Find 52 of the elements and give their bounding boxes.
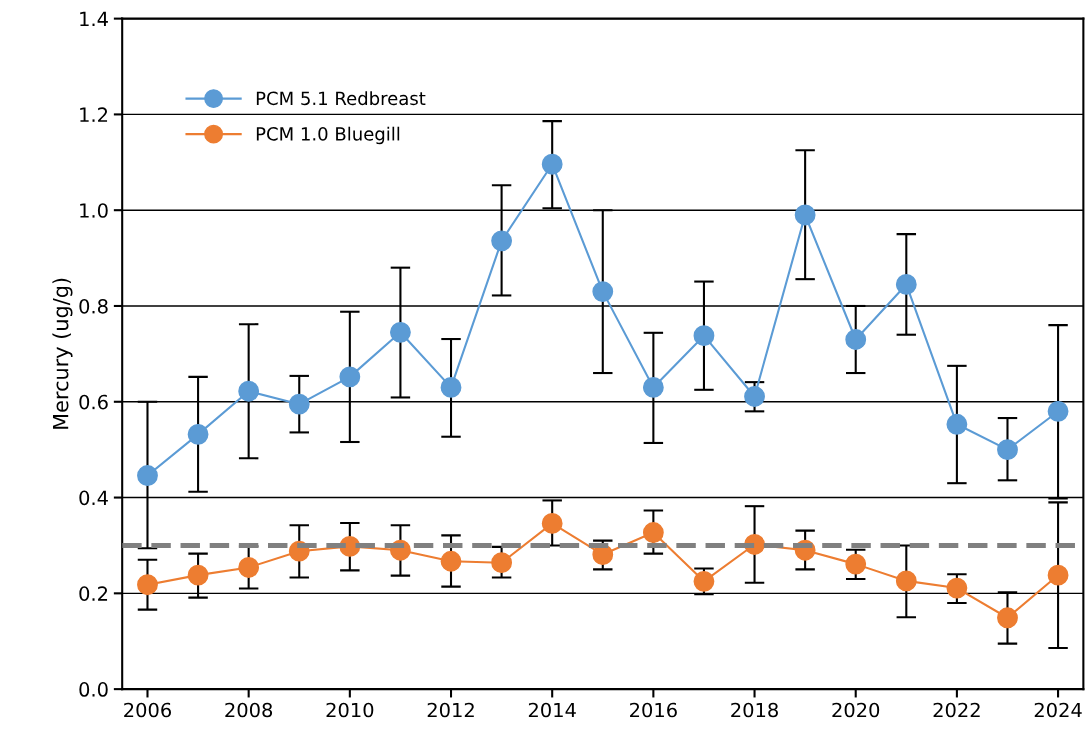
point [491, 552, 513, 574]
point [845, 329, 867, 350]
point [137, 574, 158, 596]
point [541, 512, 563, 534]
y-tick-label: 0.4 [79, 490, 108, 506]
point [946, 413, 968, 435]
y-tick-label: 0.8 [79, 298, 108, 314]
point [440, 550, 462, 572]
point [339, 366, 361, 388]
point [946, 577, 968, 599]
point [238, 380, 260, 402]
point [187, 423, 209, 445]
point [997, 607, 1018, 629]
point [1047, 564, 1069, 586]
point [997, 439, 1018, 461]
legend-label: PCM 1.0 Bluegill [256, 126, 400, 145]
y-tick-label: 0.6 [79, 394, 108, 410]
legend-label: PCM 5.1 Redbreast [256, 91, 426, 106]
y-tick-label: 0.2 [79, 586, 108, 601]
x-tick-label: 2020 [832, 702, 880, 718]
point [592, 281, 614, 303]
y-axis-title: Mercury (ug/g) [52, 278, 73, 429]
x-tick-label: 2008 [225, 702, 273, 718]
y-tick-label: 1.0 [80, 203, 108, 218]
x-tick-label: 2016 [630, 702, 677, 718]
x-tick-label: 2010 [326, 702, 374, 718]
point [744, 386, 765, 407]
point [288, 393, 310, 415]
x-tick-label: 2012 [427, 702, 474, 718]
point [1047, 400, 1069, 422]
point [440, 376, 462, 398]
x-tick-label: 2022 [933, 702, 980, 718]
point [895, 570, 917, 592]
point [895, 274, 917, 295]
x-tick-label: 2018 [731, 702, 778, 718]
x-tick-label: 2014 [528, 702, 576, 718]
y-tick-label: 0.0 [79, 682, 108, 697]
point [642, 522, 664, 543]
point [693, 325, 715, 347]
point [238, 557, 260, 578]
point [390, 321, 411, 343]
y-tick-label: 1.4 [80, 11, 108, 27]
point [845, 553, 867, 575]
point [137, 465, 158, 486]
point [541, 153, 563, 175]
x-tick-label: 2024 [1034, 702, 1082, 718]
point [794, 204, 816, 226]
point [187, 564, 209, 586]
point [642, 376, 664, 398]
x-tick-label: 2006 [124, 702, 171, 718]
y-tick-label: 1.2 [80, 107, 108, 122]
point [491, 230, 513, 252]
